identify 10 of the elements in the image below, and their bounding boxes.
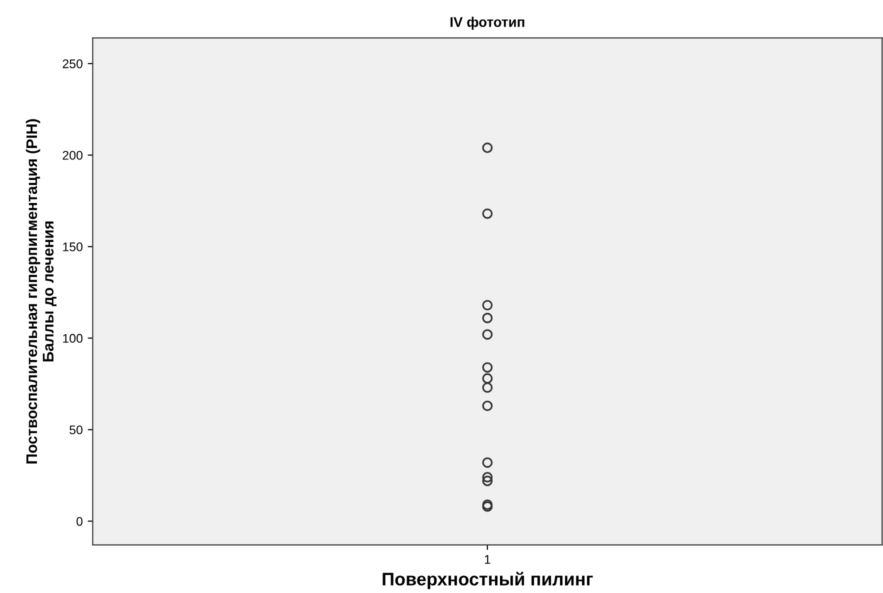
y-axis-title: Поствоспалительная гиперпигментация (PIH) Баллы до лечения bbox=[26, 119, 56, 464]
x-tick-label: 1 bbox=[484, 555, 490, 564]
y-tick-label: 50 bbox=[70, 425, 83, 434]
y-tick-label: 200 bbox=[62, 150, 83, 160]
chart-title: IV фототип bbox=[450, 16, 524, 30]
y-tick-label: 0 bbox=[76, 516, 83, 526]
y-tick-label: 150 bbox=[63, 242, 83, 252]
y-tick-label: 100 bbox=[63, 334, 83, 343]
y-tick-label: 250 bbox=[62, 59, 83, 68]
x-axis-title: Поверхностный пилинг bbox=[382, 572, 593, 590]
